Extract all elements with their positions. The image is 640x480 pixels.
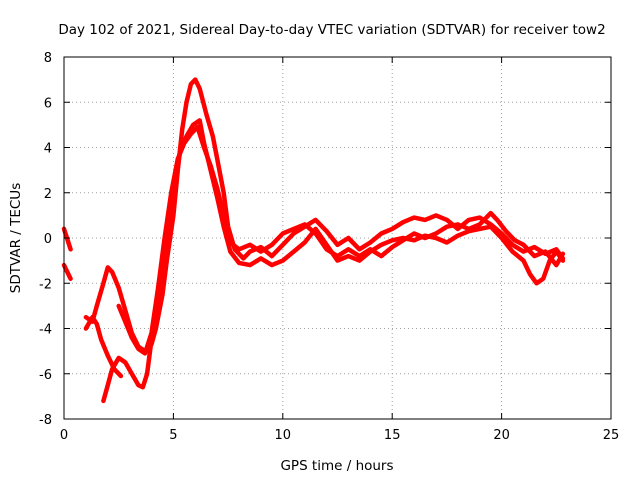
- series-pass-4: [83, 314, 124, 379]
- chart-title: Day 102 of 2021, Sidereal Day-to-day VTE…: [58, 22, 605, 38]
- y-tick-label: -4: [39, 323, 52, 338]
- y-tick-label: -8: [39, 413, 52, 428]
- series-pass-1a: [61, 226, 73, 252]
- y-tick-label: -2: [39, 277, 52, 292]
- y-tick-label: 0: [44, 232, 52, 247]
- x-tick-label: 0: [60, 428, 68, 443]
- y-axis-label: SDTVAR / TECUs: [8, 183, 24, 293]
- x-tick-label: 5: [169, 428, 177, 443]
- x-tick-label: 15: [384, 428, 401, 443]
- series-pass-5: [116, 124, 566, 356]
- x-axis-label: GPS time / hours: [280, 458, 393, 474]
- y-tick-label: 4: [44, 142, 52, 157]
- x-tick-label: 20: [493, 428, 510, 443]
- y-tick-label: -6: [39, 368, 52, 383]
- series-pass-1b: [61, 262, 73, 281]
- y-tick-label: 8: [44, 51, 52, 66]
- series-layer: [61, 77, 566, 404]
- y-tick-label: 6: [44, 96, 52, 111]
- x-tick-label: 25: [603, 428, 620, 443]
- tick-layer: 0 5 10 15 20 25 -8 -6 -4 -2 0 2 4 6 8: [39, 51, 619, 443]
- series-pass-3: [101, 118, 566, 404]
- x-tick-label: 10: [275, 428, 292, 443]
- y-tick-label: 2: [44, 187, 52, 202]
